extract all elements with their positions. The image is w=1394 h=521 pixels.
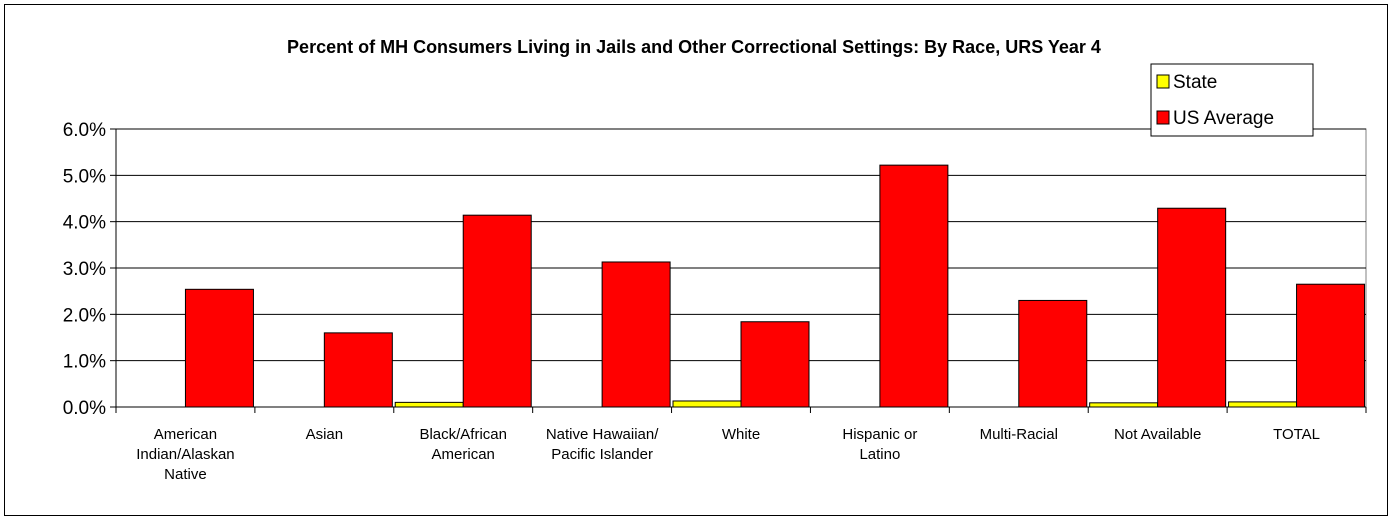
x-tick-label: Native Hawaiian/Pacific Islander [546,426,659,463]
x-tick-labels: American Indian/Alaskan Native Asian Black/A… [136,426,1320,483]
legend-swatch [1156,74,1170,89]
y-tick-label: 0.0% [63,398,106,419]
bar-us-average [323,332,393,408]
x-tick-label: Black/African American [419,426,507,463]
y-tick-label: 4.0% [63,213,106,234]
x-tick-label: Hispanic or Latino [842,426,917,463]
bars [184,164,1366,408]
legend: State US Average [1150,63,1314,137]
bar-state [1228,401,1298,408]
y-tick-label: 1.0% [63,352,106,373]
legend-swatch [1156,110,1170,125]
bar-us-average [1018,299,1088,408]
bar-state [1089,402,1159,408]
y-tick-label: 5.0% [63,166,106,187]
legend-label: US Average [1173,108,1274,129]
bar-state [672,400,742,408]
bar-us-average [601,261,671,408]
x-tick-label: TOTAL [1273,426,1320,443]
bar-us-average [1157,207,1227,408]
legend-label: State [1173,72,1217,93]
bar-us-average [1296,283,1366,408]
legend-box [1150,63,1314,137]
y-tick-label: 3.0% [63,259,106,280]
x-tick-label: Asian [306,426,344,443]
x-tick-label: White [722,426,760,443]
y-tick-label: 2.0% [63,305,106,326]
x-tick-label: Multi-Racial [980,426,1058,443]
x-tick-label: American Indian/Alaskan Native [136,426,234,483]
chart-title: Percent of MH Consumers Living in Jails … [287,37,1101,57]
bar-state [394,401,464,408]
bar-us-average [879,164,949,408]
y-tick-label: 6.0% [63,120,106,141]
bar-us-average [462,214,532,408]
x-tick-label: Not Available [1114,426,1201,443]
bar-us-average [184,288,254,408]
axes: 0.0% 1.0% 2.0% 3.0% 4.0% 5.0% 6.0% [63,120,1367,419]
bar-us-average [740,321,810,408]
